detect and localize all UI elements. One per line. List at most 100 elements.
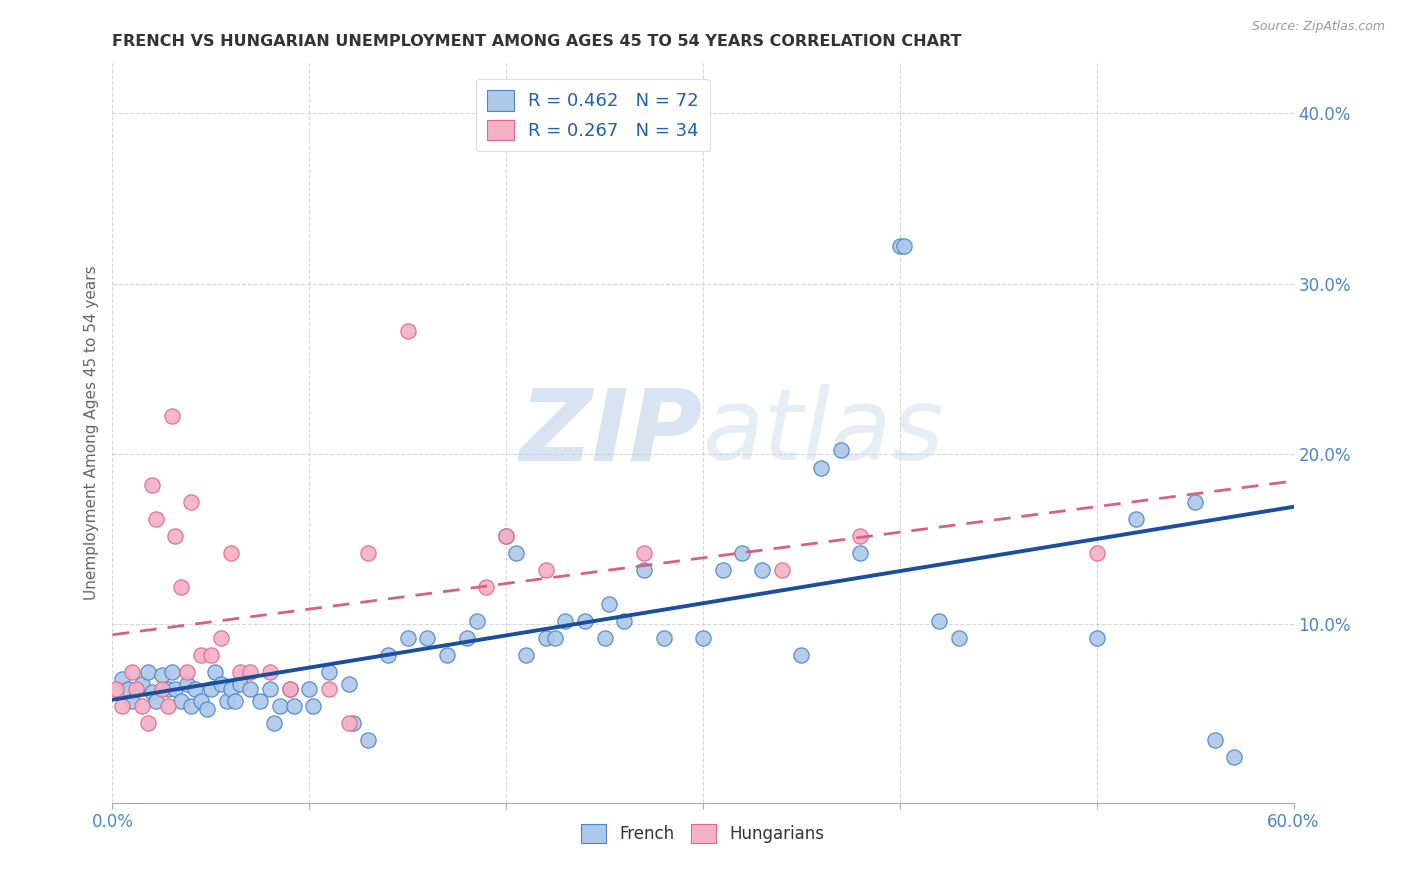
Point [180,494,202,508]
Point [298,681,321,696]
Point [156,698,179,713]
Point [849,528,872,542]
Point [711,563,734,577]
Point [613,614,636,628]
Point [515,648,537,662]
Point [121,694,143,708]
Point [117,681,139,696]
Point [121,665,143,679]
Point [209,631,232,645]
Point [377,648,399,662]
Point [692,631,714,645]
Point [633,563,655,577]
Point [318,681,340,696]
Point [141,477,163,491]
Point [544,631,567,645]
Point [1223,749,1246,764]
Point [534,631,557,645]
Point [357,732,380,747]
Point [436,648,458,662]
Point [145,511,167,525]
Point [259,665,281,679]
Point [830,443,852,458]
Point [160,665,183,679]
Point [495,528,517,542]
Point [278,681,301,696]
Point [928,614,950,628]
Point [633,546,655,560]
Y-axis label: Unemployment Among Ages 45 to 54 years: Unemployment Among Ages 45 to 54 years [83,265,98,600]
Point [465,614,488,628]
Point [505,546,527,560]
Point [219,546,242,560]
Point [209,676,232,690]
Point [136,665,159,679]
Point [593,631,616,645]
Point [180,698,202,713]
Point [125,681,148,696]
Point [1085,546,1108,560]
Point [195,702,218,716]
Point [337,676,360,690]
Point [790,648,813,662]
Point [165,528,187,542]
Point [176,665,198,679]
Point [229,676,252,690]
Point [1204,732,1226,747]
Point [259,681,281,696]
Point [456,631,478,645]
Point [849,546,872,560]
Legend: French, Hungarians: French, Hungarians [575,817,831,850]
Point [190,694,212,708]
Point [598,597,620,611]
Point [475,580,498,594]
Text: Source: ZipAtlas.com: Source: ZipAtlas.com [1251,20,1385,33]
Point [156,681,179,696]
Point [357,546,380,560]
Point [534,563,557,577]
Point [111,672,134,686]
Point [269,698,291,713]
Point [204,665,226,679]
Point [111,698,134,713]
Point [337,715,360,730]
Point [131,698,153,713]
Point [416,631,439,645]
Point [283,698,305,713]
Point [731,546,754,560]
Point [263,715,285,730]
Point [889,239,911,253]
Point [190,648,212,662]
Point [495,528,517,542]
Point [770,563,793,577]
Point [751,563,773,577]
Point [219,681,242,696]
Point [150,681,173,696]
Point [141,685,163,699]
Point [215,694,238,708]
Text: ZIP: ZIP [520,384,703,481]
Point [554,614,576,628]
Point [893,239,915,253]
Point [131,676,153,690]
Point [150,668,173,682]
Point [176,676,198,690]
Text: atlas: atlas [703,384,945,481]
Point [652,631,675,645]
Text: FRENCH VS HUNGARIAN UNEMPLOYMENT AMONG AGES 45 TO 54 YEARS CORRELATION CHART: FRENCH VS HUNGARIAN UNEMPLOYMENT AMONG A… [112,34,962,49]
Point [200,681,222,696]
Point [948,631,970,645]
Point [239,681,262,696]
Point [574,614,596,628]
Point [1184,494,1206,508]
Point [170,580,193,594]
Point [810,460,832,475]
Point [105,681,128,696]
Point [1125,511,1147,525]
Point [249,694,271,708]
Point [278,681,301,696]
Point [318,665,340,679]
Point [396,631,419,645]
Point [302,698,325,713]
Point [224,694,246,708]
